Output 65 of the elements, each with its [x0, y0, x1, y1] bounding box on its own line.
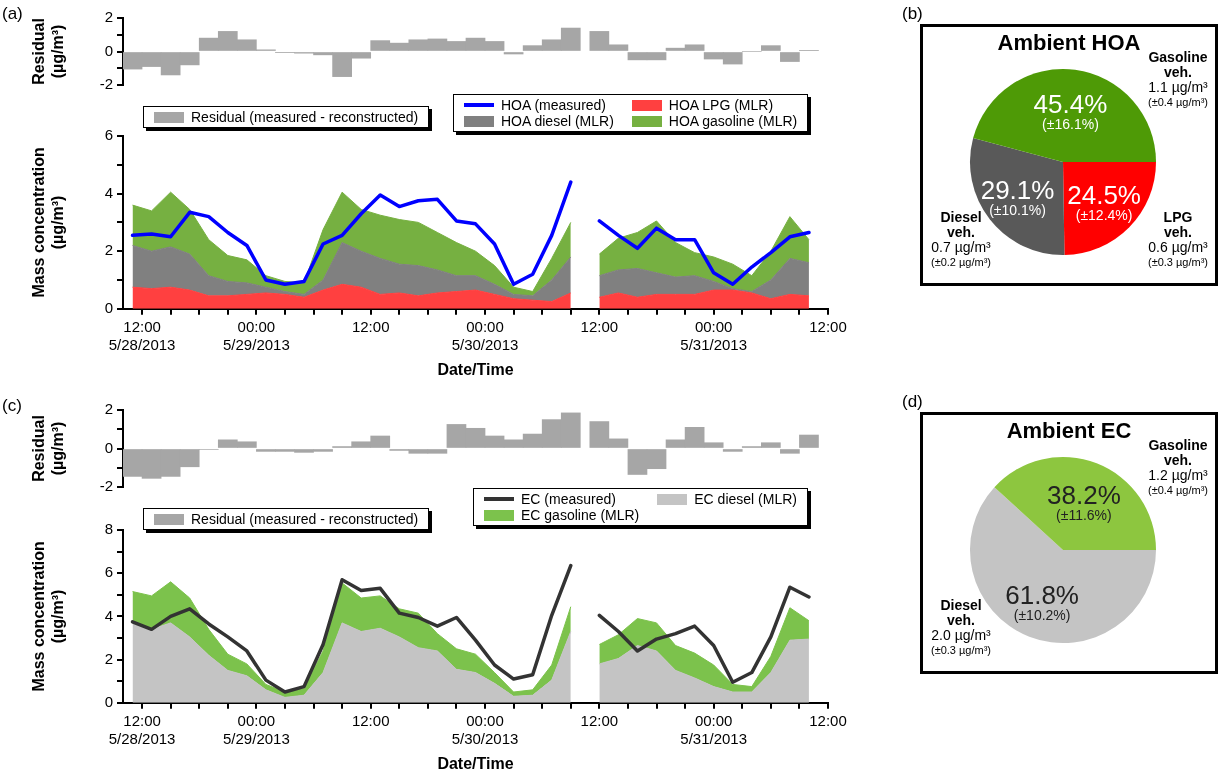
x-tick-label: 00:00 5/31/2013	[680, 317, 748, 353]
text: 2.0 µg/m³ (±0.3 µg/m³)	[930, 627, 992, 656]
y-tick-label: 8	[104, 520, 113, 538]
y-tick-label: -2	[99, 477, 113, 495]
legend-label: Residual (measured - reconstructed)	[191, 109, 419, 125]
y-tick-label: 0	[104, 438, 113, 456]
data-label: 61.8% (±10.2%)	[1005, 580, 1079, 624]
x-tick-label: 00:00 5/30/2013	[451, 317, 519, 353]
y-tick-label: 0	[104, 298, 113, 316]
slice-label: LPG veh.	[1163, 209, 1193, 240]
text: 1.1 µg/m³ (±0.4 µg/m³)	[1147, 79, 1209, 108]
slice-label: Gasoline veh.	[1148, 49, 1208, 80]
y-tick-label: 2	[104, 8, 113, 26]
y-tick-label: 0	[104, 41, 113, 59]
y-tick-label: 6	[104, 563, 113, 581]
y-tick-label: 2	[104, 241, 113, 259]
text: 1.2 µg/m³ (±0.4 µg/m³)	[1147, 467, 1209, 496]
x-tick-label: 00:00 5/31/2013	[680, 711, 748, 747]
y-tick-label: 4	[104, 183, 113, 201]
x-tick-label: 12:00	[809, 317, 847, 335]
x-tick-label: 00:00 5/30/2013	[451, 711, 519, 747]
x-tick-label: 12:00	[809, 711, 847, 729]
legend-label: EC diesel (MLR)	[694, 491, 797, 507]
x-axis-title: Date/Time	[437, 754, 514, 772]
legend-label: HOA diesel (MLR)	[501, 113, 614, 129]
text: 0.6 µg/m³ (±0.3 µg/m³)	[1147, 239, 1209, 268]
legend-label: HOA LPG (MLR)	[668, 97, 774, 113]
y-tick-label: 4	[104, 606, 113, 624]
text: 0.7 µg/m³ (±0.2 µg/m³)	[930, 239, 992, 268]
data-label: 45.4% (±16.1%)	[1033, 88, 1108, 132]
legend-label: EC gasoline (MLR)	[521, 507, 640, 523]
x-tick-label: 00:00 5/29/2013	[223, 317, 290, 353]
slice-label: Gasoline veh.	[1148, 437, 1208, 468]
legend-label: HOA gasoline (MLR)	[668, 113, 798, 129]
x-tick-label: 12:00	[351, 317, 390, 335]
chart-subtitle: (d)	[902, 392, 923, 412]
y-tick-label: 2	[104, 400, 113, 418]
y-tick-label: 2	[104, 649, 113, 667]
y-axis-title: Mass concentration (µg/m³)	[30, 147, 67, 298]
x-tick-label: 12:00 5/28/2013	[108, 317, 176, 353]
slice-label: Diesel veh.	[940, 597, 982, 628]
slice-label: Diesel veh.	[940, 209, 982, 240]
legend-label: Residual (measured - reconstructed)	[191, 511, 419, 527]
x-tick-label: 00:00 5/29/2013	[223, 711, 290, 747]
y-tick-label: 6	[104, 126, 113, 144]
chart-subtitle: (c)	[2, 396, 22, 416]
y-tick-label: 0	[104, 692, 113, 710]
x-tick-label: 12:00	[351, 711, 390, 729]
legend-label: EC (measured)	[521, 491, 616, 507]
x-tick-label: 12:00	[580, 317, 619, 335]
chart-title: Ambient HOA	[997, 30, 1141, 55]
chart-title: Ambient EC	[1006, 418, 1132, 443]
legend-label: HOA (measured)	[501, 97, 607, 113]
x-tick-label: 12:00 5/28/2013	[108, 711, 176, 747]
chart-subtitle: (b)	[902, 4, 923, 24]
y-axis-title: Mass concentration (µg/m³)	[30, 541, 67, 692]
chart-subtitle: (a)	[2, 4, 23, 24]
x-tick-label: 12:00	[580, 711, 619, 729]
data-label: 24.5% (±12.4%)	[1067, 179, 1141, 223]
x-axis-title: Date/Time	[437, 360, 514, 378]
y-axis-title: Residual (µg/m³)	[30, 415, 67, 482]
data-label: 38.2% (±11.6%)	[1047, 479, 1121, 523]
y-axis-title: Residual (µg/m³)	[30, 18, 67, 85]
y-tick-label: -2	[99, 75, 113, 93]
data-label: 29.1% (±10.1%)	[980, 175, 1055, 219]
